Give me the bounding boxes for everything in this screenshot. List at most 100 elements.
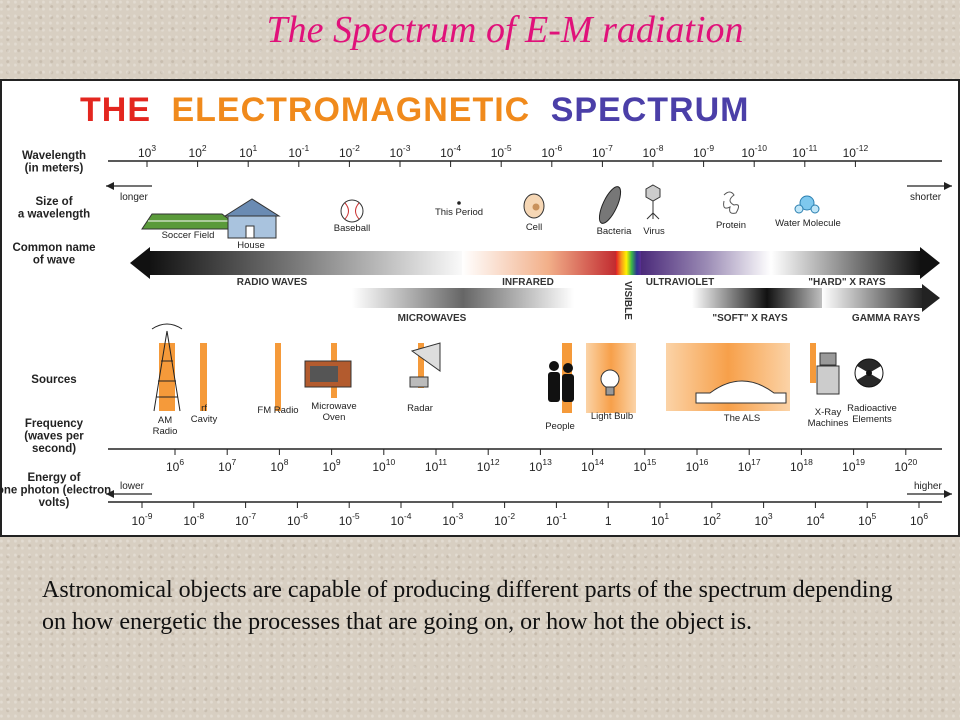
wavelength-tick-label: 10-11 [792, 143, 817, 160]
wave-name-visible: VISIBLE [622, 281, 633, 320]
xray-machine-icon [816, 352, 840, 395]
source-label: The ALS [724, 413, 760, 424]
energy-tick-label: 103 [755, 511, 773, 528]
wavelength-tick-label: 10-6 [541, 143, 562, 160]
source-label: rf Cavity [191, 403, 218, 425]
bacteria-icon [598, 186, 622, 224]
wave-name-infrared: INFRARED [502, 277, 554, 288]
energy-tick-label: 10-7 [235, 511, 256, 528]
row-label-size: Size of a wavelength [18, 196, 90, 221]
water-molecule-icon [794, 195, 820, 214]
size-label: Bacteria [597, 226, 633, 237]
wave-name-ultraviolet: ULTRAVIOLET [646, 277, 715, 288]
size-label: Cell [526, 222, 542, 233]
energy-axis: 10-9 10-8 10-7 10-6 10-5 10-4 10-3 10-2 10-1 1 101… [132, 502, 928, 528]
size-label: Protein [716, 220, 746, 231]
source-label: Radar [407, 403, 433, 414]
hard-xray-band [771, 247, 940, 279]
am-radio-tower-icon [151, 323, 183, 412]
wavelength-tick-label: 10-9 [693, 143, 714, 160]
source-label: Microwave Oven [311, 401, 356, 423]
frequency-tick-label: 1016 [686, 457, 709, 474]
wavelength-tick-label: 103 [138, 143, 156, 160]
slide-title: The Spectrum of E-M radiation [266, 9, 744, 51]
row-label-energy: Energy of one photon (electron volts) [2, 472, 111, 509]
wave-name-hard-xray: "HARD" X RAYS [808, 277, 886, 288]
radio-waves-band [130, 247, 469, 279]
frequency-tick-label: 1012 [477, 457, 500, 474]
energy-tick-label: 106 [910, 511, 928, 528]
wave-name-radio: RADIO WAVES [237, 277, 308, 288]
size-label: Virus [643, 226, 665, 237]
protein-icon [723, 191, 740, 214]
size-label: This Period [435, 207, 483, 218]
frequency-tick-label: 106 [166, 457, 184, 474]
source-label: X-Ray Machines [808, 407, 849, 429]
microwave-oven-icon [304, 360, 352, 388]
size-label: Baseball [334, 223, 370, 234]
wavelength-tick-label: 10-12 [843, 143, 869, 160]
longer-label: longer [120, 192, 148, 203]
wave-name-soft-xray: "SOFT" X RAYS [712, 313, 788, 324]
wavelength-tick-label: 10-7 [592, 143, 613, 160]
cell-icon [523, 193, 545, 219]
frequency-tick-label: 1020 [894, 457, 917, 474]
shorter-label: shorter [910, 192, 942, 203]
visible-band [616, 251, 642, 275]
wavelength-tick-label: 10-8 [643, 143, 664, 160]
frequency-tick-label: 1019 [842, 457, 865, 474]
baseball-icon [340, 199, 364, 223]
wavelength-tick-label: 10-5 [491, 143, 512, 160]
wavelength-tick-label: 101 [239, 143, 257, 160]
gamma-rays-band [822, 284, 940, 312]
wavelength-tick-label: 10-4 [440, 143, 461, 160]
source-label: People [545, 421, 575, 432]
ultraviolet-band [641, 251, 771, 275]
frequency-tick-label: 1013 [529, 457, 552, 474]
banner-word: SPECTRUM [551, 91, 750, 129]
energy-tick-label: 102 [703, 511, 721, 528]
lower-label: lower [120, 481, 145, 492]
row-label-common: Common name of wave [12, 242, 95, 267]
infrared-band [462, 251, 618, 275]
wavelength-tick-label: 10-2 [339, 143, 360, 160]
frequency-tick-label: 109 [323, 457, 341, 474]
energy-tick-label: 10-3 [442, 511, 463, 528]
radar-icon [409, 342, 441, 388]
source-label: Radioactive Elements [847, 403, 897, 425]
house-icon [223, 198, 281, 239]
spectrum-banner: THE ELECTROMAGNETIC SPECTRUM [80, 91, 749, 129]
energy-tick-label: 1 [605, 514, 612, 528]
size-label: Water Molecule [775, 218, 841, 229]
frequency-tick-label: 1017 [738, 457, 761, 474]
source-label: AM Radio [153, 415, 178, 437]
energy-tick-label: 10-6 [287, 511, 308, 528]
banner-word: ELECTROMAGNETIC [171, 91, 530, 129]
frequency-tick-label: 108 [270, 457, 288, 474]
energy-tick-label: 10-8 [183, 511, 204, 528]
frequency-tick-label: 1011 [425, 457, 447, 474]
microwaves-band [352, 288, 574, 308]
wavelength-axis: 103 102 101 10-1 10-2 10-3 10-4 10-5 10-6 10-7 10-… [138, 143, 869, 167]
soft-xray-band [692, 288, 842, 308]
frequency-tick-label: 1015 [633, 457, 656, 474]
virus-icon [645, 184, 661, 220]
energy-tick-label: 104 [806, 511, 824, 528]
row-label-wavelength: Wavelength (in meters) [22, 150, 86, 175]
energy-tick-label: 105 [858, 511, 876, 528]
energy-tick-label: 10-5 [339, 511, 360, 528]
people-icon [548, 361, 574, 402]
row-label-frequency: Frequency (waves per second) [24, 418, 84, 455]
row-label-sources: Sources [31, 374, 76, 386]
frequency-tick-label: 107 [218, 457, 236, 474]
higher-label: higher [914, 481, 942, 492]
wavelength-tick-label: 10-1 [288, 143, 309, 160]
wavelength-tick-label: 10-3 [390, 143, 411, 160]
wave-name-gamma: GAMMA RAYS [852, 313, 920, 324]
radioactive-icon [854, 358, 884, 388]
frequency-tick-label: 1010 [372, 457, 395, 474]
light-bulb-icon [600, 369, 620, 396]
wave-name-microwaves: MICROWAVES [398, 313, 467, 324]
source-label: Light Bulb [591, 411, 633, 422]
energy-tick-label: 10-1 [546, 511, 567, 528]
